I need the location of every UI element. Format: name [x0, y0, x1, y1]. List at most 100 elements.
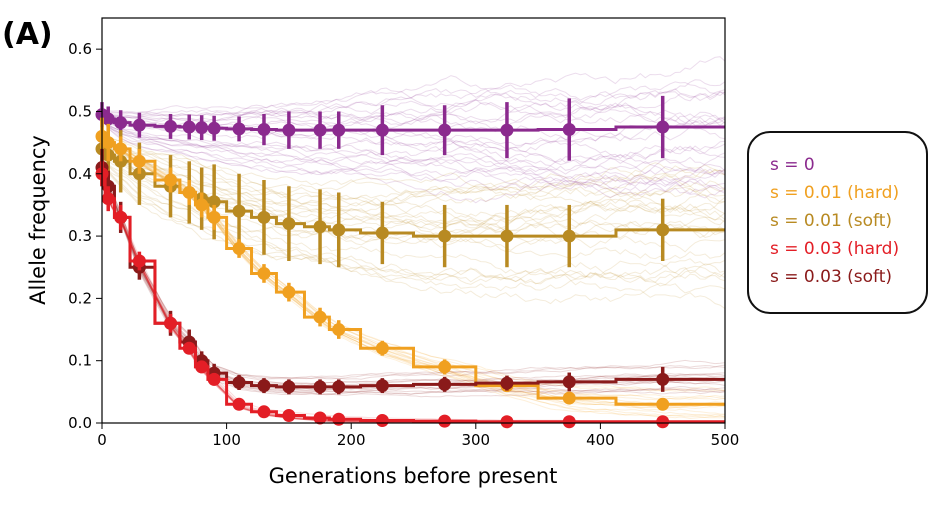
- panel-label: (A): [2, 17, 53, 52]
- simulated-trajectory: [101, 160, 726, 310]
- data-point: [656, 372, 670, 386]
- data-point: [332, 380, 346, 394]
- data-point: [132, 118, 146, 132]
- plot-frame: [101, 17, 726, 424]
- simulated-trajectory: [101, 115, 725, 176]
- simulated-trajectory: [101, 143, 726, 225]
- simulated-trajectory: [101, 116, 726, 189]
- data-point: [438, 414, 452, 428]
- simulated-trajectory: [101, 116, 726, 183]
- data-point: [164, 316, 178, 330]
- simulated-trajectory: [101, 139, 726, 214]
- legend-entry: s = 0: [770, 155, 815, 175]
- simulated-trajectory: [101, 117, 726, 175]
- data-point: [656, 415, 670, 429]
- data-point: [313, 220, 327, 234]
- x-tick-label: 300: [461, 431, 490, 449]
- data-point: [438, 377, 452, 391]
- simulated-trajectory: [101, 116, 726, 204]
- data-point: [232, 376, 246, 389]
- data-point: [101, 136, 115, 150]
- data-point: [207, 210, 221, 224]
- simulated-trajectory: [101, 139, 726, 195]
- simulated-trajectory: [101, 138, 726, 206]
- data-point: [313, 411, 327, 425]
- data-point: [500, 229, 514, 243]
- series-group: [95, 117, 725, 411]
- simulated-trajectory: [101, 155, 726, 292]
- series-step-line: [102, 134, 725, 406]
- x-axis-title: Generations before present: [269, 464, 558, 488]
- simulated-trajectory: [101, 161, 726, 305]
- y-tick-label: 0.1: [68, 352, 92, 370]
- data-point: [182, 341, 196, 355]
- data-point: [313, 123, 327, 137]
- simulated-trajectory: [101, 79, 726, 122]
- data-point: [207, 372, 221, 386]
- legend-entry: s = 0.03 (hard): [770, 239, 899, 259]
- axis-ticks: 0 100 200 300 400 500 0.0 0.1 0.2 0.3 0.4 0.5 0.6: [68, 40, 739, 449]
- data-point: [232, 397, 246, 411]
- data-point: [232, 122, 246, 136]
- data-point: [562, 415, 576, 429]
- data-point: [313, 380, 327, 394]
- data-point: [114, 210, 128, 224]
- series-step-line: [102, 113, 725, 132]
- data-point: [562, 391, 576, 405]
- trajectories-group: [101, 56, 726, 204]
- data-point: [375, 341, 389, 355]
- simulated-trajectory: [101, 84, 726, 118]
- data-point: [282, 380, 296, 394]
- data-point: [438, 229, 452, 243]
- data-point: [164, 119, 178, 133]
- y-tick-label: 0.6: [68, 40, 92, 58]
- data-point: [332, 323, 346, 337]
- series-group: [95, 161, 725, 429]
- data-point: [257, 379, 271, 393]
- data-point: [332, 123, 346, 137]
- data-point: [282, 409, 296, 423]
- simulated-trajectory: [101, 117, 726, 192]
- series-group: [95, 117, 725, 268]
- simulated-trajectory: [101, 159, 726, 281]
- data-point: [207, 121, 221, 135]
- simulated-trajectory: [101, 91, 726, 123]
- data-point: [257, 210, 271, 224]
- legend-entry: s = 0.01 (hard): [770, 183, 899, 203]
- data-point: [114, 142, 128, 156]
- data-point: [313, 310, 327, 324]
- data-point: [282, 217, 296, 231]
- data-point: [182, 185, 196, 199]
- data-point: [656, 120, 670, 134]
- simulated-trajectory: [102, 137, 726, 192]
- data-point: [195, 360, 209, 374]
- simulated-trajectory: [101, 116, 726, 187]
- simulated-trajectory: [101, 98, 726, 124]
- series-layer: [95, 95, 725, 429]
- x-tick-label: 200: [337, 431, 366, 449]
- simulated-trajectory: [101, 81, 726, 117]
- y-tick-label: 0.4: [68, 165, 92, 183]
- data-point: [195, 198, 209, 212]
- simulated-trajectory: [101, 116, 726, 191]
- data-point: [500, 123, 514, 137]
- x-tick-label: 500: [711, 431, 740, 449]
- data-point: [207, 195, 221, 209]
- data-point: [656, 223, 670, 237]
- y-tick-label: 0.3: [68, 227, 92, 245]
- legend-box: [747, 131, 928, 314]
- simulated-trajectory: [101, 159, 726, 285]
- simulated-trajectory: [101, 156, 726, 287]
- simulated-trajectory: [101, 137, 726, 207]
- data-point: [332, 223, 346, 237]
- data-point: [232, 242, 246, 256]
- data-point: [132, 254, 146, 268]
- data-point: [500, 376, 514, 390]
- simulated-trajectory: [101, 91, 726, 123]
- simulated-trajectory: [101, 156, 726, 283]
- data-point: [562, 375, 576, 389]
- x-tick-label: 100: [212, 431, 241, 449]
- simulated-trajectory: [101, 117, 726, 199]
- x-tick-label: 0: [97, 431, 107, 449]
